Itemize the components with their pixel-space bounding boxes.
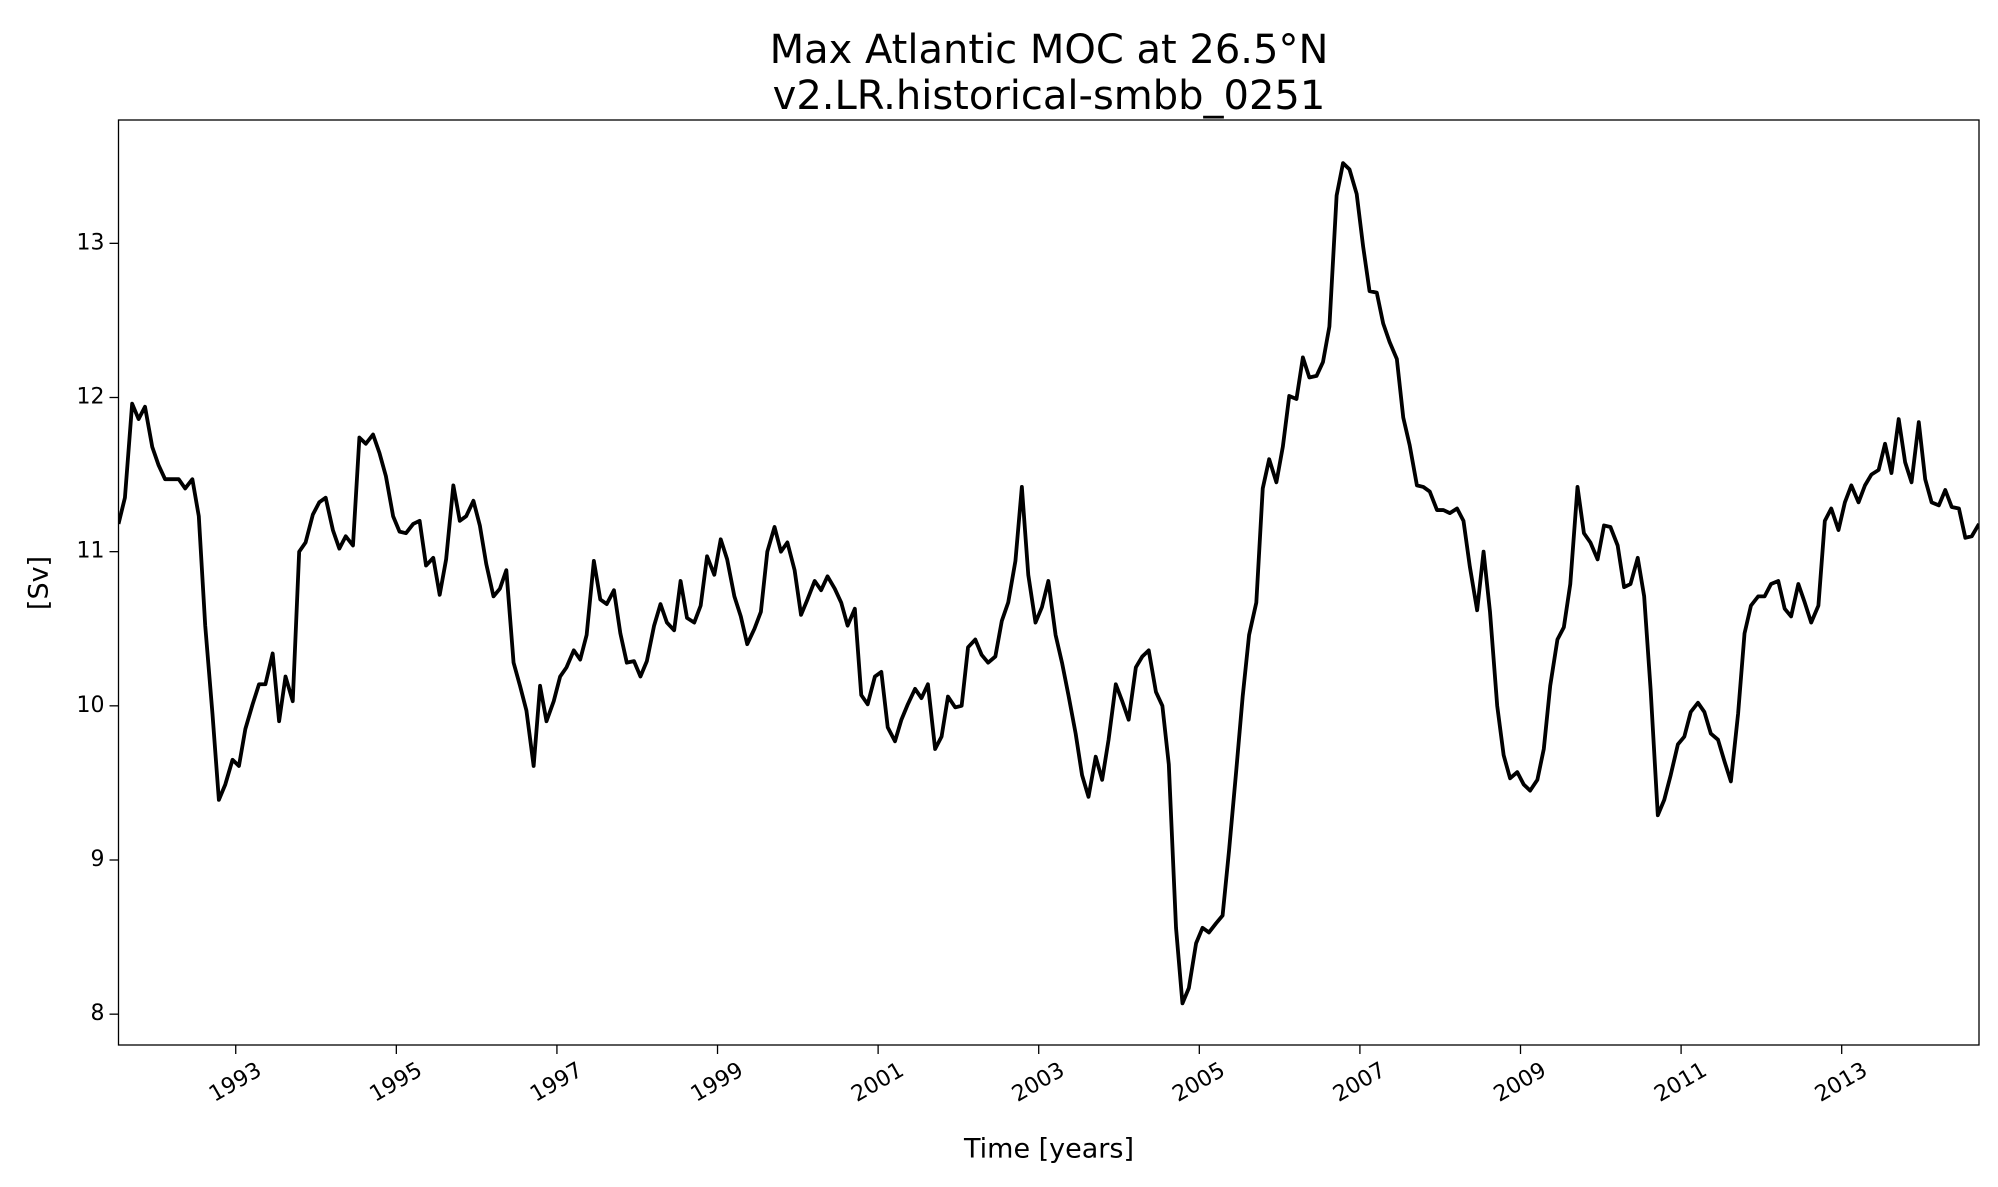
x-tick-label: 1995 bbox=[366, 1058, 427, 1108]
x-tick-label: 2013 bbox=[1811, 1058, 1872, 1108]
x-tick-label: 2011 bbox=[1650, 1058, 1711, 1108]
y-axis-label: [Sv] bbox=[24, 556, 55, 610]
x-tick-label: 2007 bbox=[1329, 1058, 1390, 1108]
x-tick-label: 2003 bbox=[1008, 1058, 1069, 1108]
y-tick-label: 9 bbox=[91, 847, 105, 872]
x-tick-label: 2009 bbox=[1490, 1058, 1551, 1108]
x-tick-label: 2005 bbox=[1169, 1058, 1230, 1108]
x-tick-label: 1999 bbox=[687, 1058, 748, 1108]
chart-subtitle: v2.LR.historical-smbb_0251 bbox=[773, 73, 1326, 119]
y-tick-label: 8 bbox=[91, 1001, 105, 1026]
x-axis-label: Time [years] bbox=[963, 1134, 1134, 1165]
y-tick-label: 12 bbox=[77, 385, 105, 410]
x-tick-label: 2001 bbox=[847, 1058, 908, 1108]
plot-frame bbox=[117, 119, 1980, 1046]
x-tick-label: 1993 bbox=[205, 1058, 266, 1108]
y-tick-label: 13 bbox=[77, 230, 105, 255]
x-tick-label: 1997 bbox=[526, 1058, 587, 1108]
y-tick-label: 11 bbox=[77, 539, 105, 564]
data-line bbox=[118, 161, 1979, 1006]
y-tick-label: 10 bbox=[77, 693, 105, 718]
chart-title: Max Atlantic MOC at 26.5°N bbox=[770, 27, 1329, 73]
